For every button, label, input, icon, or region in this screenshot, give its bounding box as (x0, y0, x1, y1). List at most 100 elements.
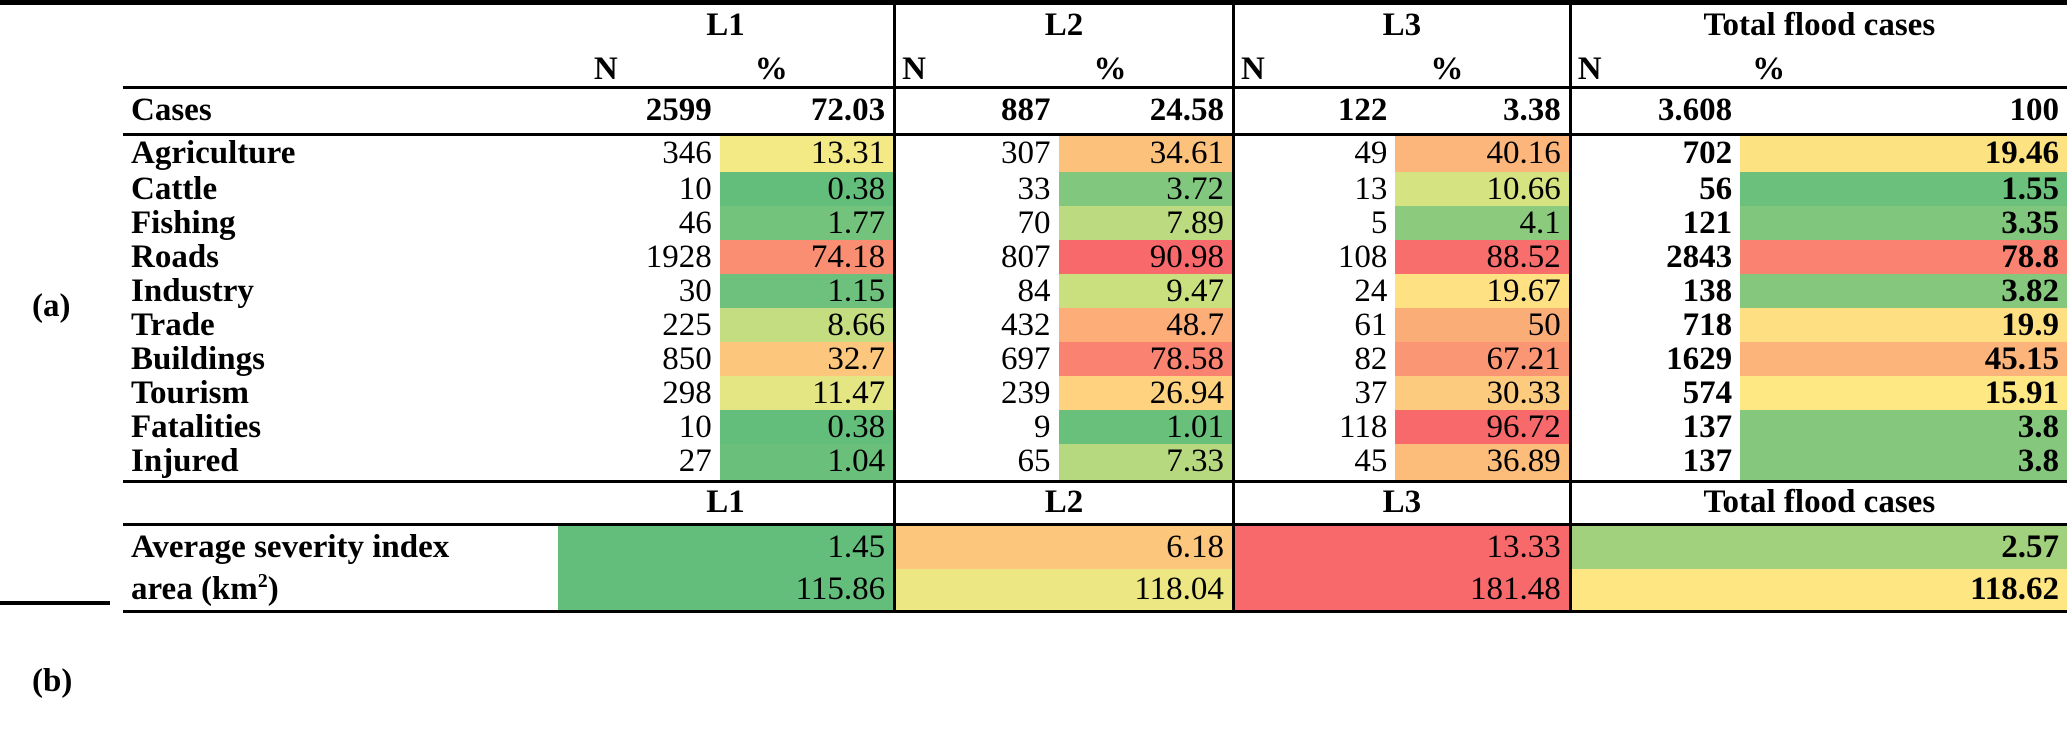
impact-row: Roads 1928 74.18 807 90.98 108 88.52 2843 78.8 (123, 240, 2067, 274)
l3-n-cell: 61 (1231, 308, 1396, 342)
total-pct-cell: 3.82 (1740, 274, 2067, 308)
l2-n-cell: 432 (893, 308, 1059, 342)
group-l3: L3 (1231, 5, 1571, 45)
impact-row: Buildings 850 32.7 697 78.58 82 67.21 1629 45.15 (123, 342, 2067, 376)
l1-n-cell: 30 (678, 272, 712, 309)
cases-l2-n: 887 (893, 87, 1059, 134)
total-pct-cell: 3.8 (1740, 410, 2067, 444)
area-row: area (km2) 115.86 118.04 181.48 118.62 (123, 569, 2067, 611)
total-pct-cell: 3.35 (1740, 206, 2067, 240)
area-l1: 115.86 (557, 569, 895, 611)
group-l1: L1 (706, 6, 745, 43)
l1-pct-cell: 1.04 (719, 444, 895, 481)
section-a-body: L1 L2 L3 Total flood cases N % N % N % N… (123, 5, 2067, 481)
row-label: Trade (131, 306, 215, 343)
l2-pct-cell: 7.89 (1058, 206, 1234, 240)
l1-pct-cell: 1.15 (719, 274, 895, 308)
total-pct-cell: 3.8 (1740, 444, 2067, 481)
total-pct-header: % (1752, 50, 1786, 87)
total-pct-cell: 19.46 (1740, 134, 2067, 172)
section-b-body: L1 L2 L3 Total flood cases Average sever… (123, 481, 2067, 611)
l3-n-cell: 108 (1231, 240, 1396, 274)
row-label: Fatalities (131, 408, 262, 445)
impact-row: Fishing 46 1.77 70 7.89 5 4.1 121 3.35 (123, 206, 2067, 240)
group-header-row: L1 L2 L3 Total flood cases (123, 5, 2067, 45)
total-n-cell: 137 (1568, 444, 1741, 481)
total-n-cell: 574 (1568, 376, 1741, 410)
row-label: Injured (131, 443, 239, 480)
l2-pct-cell: 78.58 (1058, 342, 1234, 376)
l3-n-cell: 13 (1231, 172, 1396, 206)
cases-total-pct: 100 (2009, 92, 2060, 128)
severity-l3: 13.33 (1231, 524, 1571, 569)
l3-pct-cell: 40.16 (1395, 134, 1571, 172)
l2-n-cell: 307 (893, 134, 1059, 172)
l3-pct-cell: 96.72 (1395, 410, 1571, 444)
b-group-l2: L2 (893, 481, 1234, 524)
severity-index-row: Average severity index 1.45 6.18 13.33 2… (123, 524, 2067, 569)
total-pct-cell: 15.91 (1740, 376, 2067, 410)
l1-n-cell: 10 (678, 408, 712, 445)
area-total: 118.62 (1568, 569, 2067, 611)
l1-pct-cell: 0.38 (719, 172, 895, 206)
l1-pct-cell: 8.66 (719, 308, 895, 342)
l3-pct-cell: 30.33 (1395, 376, 1571, 410)
total-n-header: N (1568, 45, 1741, 87)
row-label: Buildings (131, 340, 265, 377)
group-l2: L2 (893, 5, 1234, 45)
group-total: Total flood cases (1568, 5, 2067, 45)
cases-label: Cases (131, 92, 212, 128)
l2-n-cell: 239 (893, 376, 1059, 410)
impact-row: Industry 30 1.15 84 9.47 24 19.67 138 3.82 (123, 274, 2067, 308)
impact-row: Injured 27 1.04 65 7.33 45 36.89 137 3.8 (123, 444, 2067, 481)
row-label: Fishing (131, 204, 236, 241)
l3-pct-cell: 19.67 (1395, 274, 1571, 308)
cases-l1-n: 2599 (645, 92, 712, 128)
severity-total: 2.57 (1568, 524, 2067, 569)
row-label: Industry (131, 272, 254, 309)
section-b-header-row: L1 L2 L3 Total flood cases (123, 481, 2067, 524)
l1-pct-cell: 11.47 (719, 376, 895, 410)
l2-pct-header: % (1093, 50, 1127, 87)
l1-n-header: N (593, 50, 618, 87)
l1-n-cell: 1928 (645, 238, 712, 275)
impact-row: Agriculture 346 13.31 307 34.61 49 40.16 702 19.… (123, 134, 2067, 172)
l2-n-header: N (893, 45, 1059, 87)
total-pct-cell: 45.15 (1740, 342, 2067, 376)
l2-pct-cell: 3.72 (1058, 172, 1234, 206)
l2-n-cell: 807 (893, 240, 1059, 274)
l3-pct-cell: 4.1 (1395, 206, 1571, 240)
l3-n-cell: 45 (1231, 444, 1396, 481)
b-group-l1: L1 (706, 484, 745, 520)
l3-pct-cell: 36.89 (1395, 444, 1571, 481)
l1-n-cell: 298 (662, 374, 712, 411)
l1-pct-cell: 13.31 (719, 134, 895, 172)
impact-row: Fatalities 10 0.38 9 1.01 118 96.72 137 3.8 (123, 410, 2067, 444)
l2-n-cell: 70 (893, 206, 1059, 240)
area-l3: 181.48 (1231, 569, 1571, 611)
total-n-cell: 718 (1568, 308, 1741, 342)
l2-n-cell: 9 (893, 410, 1059, 444)
section-divider-left (0, 601, 110, 605)
l3-n-cell: 118 (1231, 410, 1396, 444)
impact-row: Tourism 298 11.47 239 26.94 37 30.33 574 15.91 (123, 376, 2067, 410)
cases-l3-n: 122 (1231, 87, 1396, 134)
l2-n-cell: 65 (893, 444, 1059, 481)
cases-l1-pct: 72.03 (810, 92, 886, 128)
l1-n-cell: 346 (662, 135, 712, 172)
total-n-cell: 137 (1568, 410, 1741, 444)
l2-n-cell: 84 (893, 274, 1059, 308)
total-pct-cell: 19.9 (1740, 308, 2067, 342)
subheader-row: N % N % N % N % (123, 45, 2067, 87)
l3-n-cell: 37 (1231, 376, 1396, 410)
b-group-total: Total flood cases (1568, 481, 2067, 524)
l1-n-cell: 27 (678, 443, 712, 480)
row-label: Tourism (131, 374, 249, 411)
l1-n-cell: 46 (678, 204, 712, 241)
l1-pct-cell: 0.38 (719, 410, 895, 444)
severity-index-label: Average severity index (131, 528, 450, 565)
total-pct-cell: 1.55 (1740, 172, 2067, 206)
total-n-cell: 2843 (1568, 240, 1741, 274)
l1-pct-cell: 1.77 (719, 206, 895, 240)
